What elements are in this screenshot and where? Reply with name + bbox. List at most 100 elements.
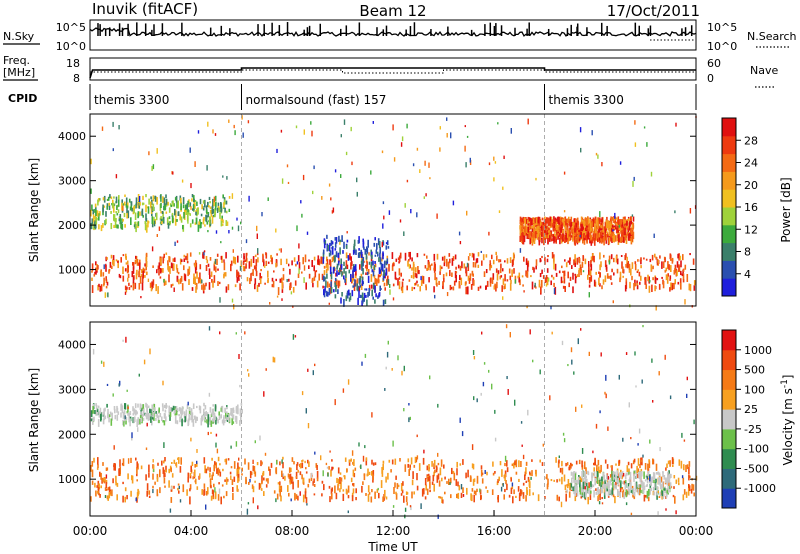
echo-cell (133, 408, 135, 414)
echo-cell (145, 402, 147, 408)
echo-cell (230, 263, 232, 272)
echo-cell (156, 473, 159, 480)
echo-cell (603, 474, 606, 481)
echo-cell (442, 499, 444, 504)
echo-cell (227, 458, 230, 461)
echo-cell (616, 221, 619, 228)
echo-cell (142, 417, 145, 421)
echo-cell (475, 258, 478, 264)
echo-cell (220, 218, 223, 227)
echo-cell (586, 219, 588, 226)
echo-cell (506, 279, 509, 282)
echo-cell (567, 218, 569, 223)
echo-cell (151, 417, 154, 420)
echo-cell (302, 477, 305, 483)
echo-cell (99, 285, 101, 292)
echo-cell (476, 488, 478, 492)
echo-cell (578, 459, 581, 465)
echo-cell (164, 203, 167, 211)
echo-cell (100, 413, 102, 422)
echo-cell (167, 201, 169, 206)
echo-cell (607, 234, 609, 237)
echo-cell (613, 272, 615, 276)
echo-cell (612, 494, 615, 498)
echo-cell (539, 369, 541, 375)
echo-cell (209, 481, 212, 488)
echo-cell (347, 379, 350, 385)
echo-cell (406, 502, 408, 506)
echo-cell (628, 479, 631, 482)
echo-cell (327, 263, 329, 271)
echo-cell (158, 407, 160, 413)
echo-cell (334, 254, 336, 262)
echo-cell (220, 218, 223, 221)
echo-cell (217, 419, 219, 424)
echo-cell (139, 403, 142, 411)
echo-cell (189, 407, 191, 411)
echo-cell (584, 476, 587, 482)
echo-cell (605, 264, 608, 270)
echo-cell (135, 197, 138, 206)
echo-cell (618, 459, 621, 464)
echo-cell (411, 257, 413, 262)
echo-cell (506, 376, 508, 380)
colorbar-swatch (722, 330, 736, 351)
echo-cell (655, 463, 658, 471)
echo-cell (558, 226, 561, 234)
echo-cell (324, 285, 326, 293)
echo-cell (501, 469, 503, 477)
echo-cell (416, 280, 418, 284)
echo-cell (90, 222, 93, 230)
echo-cell (119, 275, 122, 279)
echo-cell (361, 485, 363, 493)
echo-cell (216, 258, 218, 265)
echo-cell (622, 232, 625, 238)
echo-cell (563, 474, 566, 482)
echo-cell (442, 281, 444, 290)
echo-cell (134, 223, 136, 229)
echo-cell (228, 208, 231, 212)
echo-cell (385, 496, 388, 500)
echo-cell (171, 473, 174, 478)
echo-cell (519, 227, 522, 235)
echo-cell (177, 487, 179, 491)
echo-cell (640, 275, 642, 281)
echo-cell (327, 244, 329, 251)
cpid-label: CPID (8, 92, 37, 105)
echo-cell (134, 282, 137, 289)
echo-cell (220, 206, 223, 213)
echo-cell (663, 475, 666, 480)
echo-cell (107, 196, 110, 201)
echo-cell (242, 265, 245, 272)
echo-cell (549, 232, 552, 240)
echo-cell (308, 259, 310, 262)
echo-cell (311, 260, 313, 267)
echo-cell (368, 252, 370, 256)
echo-cell (178, 490, 180, 494)
echo-cell (200, 417, 203, 426)
echo-cell (498, 210, 501, 213)
echo-cell (532, 234, 535, 241)
echo-cell (105, 265, 107, 272)
echo-cell (524, 471, 527, 476)
echo-cell (476, 258, 479, 263)
echo-cell (412, 471, 414, 479)
echo-cell (527, 222, 530, 226)
echo-cell (488, 369, 490, 373)
echo-cell (147, 220, 149, 228)
echo-cell (499, 461, 502, 466)
echo-cell (100, 485, 102, 489)
echo-cell (326, 290, 328, 297)
echo-cell (331, 466, 333, 471)
echo-cell (116, 414, 119, 421)
echo-cell (647, 274, 649, 282)
echo-cell (609, 490, 611, 494)
echo-cell (339, 488, 341, 493)
echo-cell (498, 259, 500, 263)
echo-cell (381, 263, 384, 272)
echo-cell (647, 468, 650, 474)
echo-cell (561, 467, 564, 475)
echo-cell (195, 210, 197, 213)
echo-cell (105, 482, 108, 488)
echo-cell (586, 478, 588, 483)
